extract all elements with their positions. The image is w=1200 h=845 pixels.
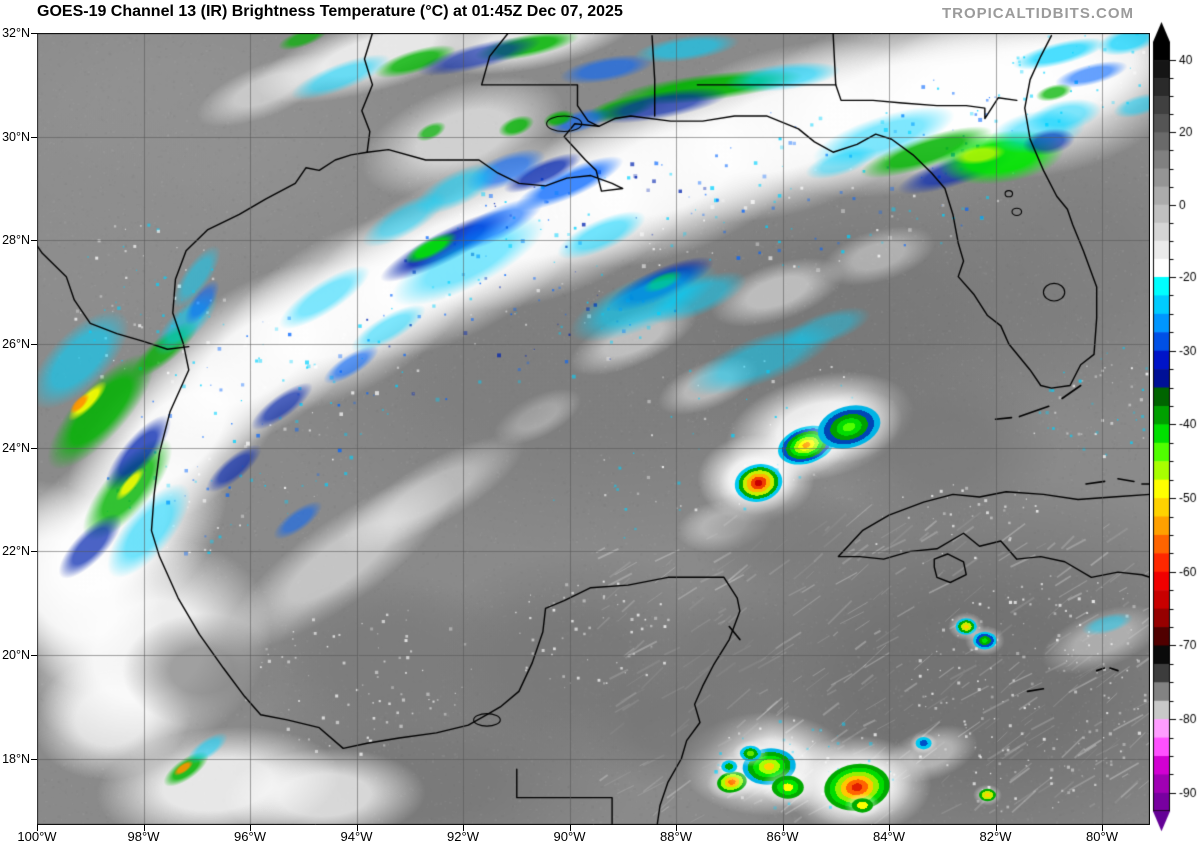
lon-tick-mark	[569, 825, 571, 831]
lon-tick-mark	[782, 825, 784, 831]
lon-tick-mark	[250, 825, 251, 831]
lon-tick-label: 96°W	[234, 829, 266, 844]
lon-tick-label: 84°W	[873, 829, 905, 844]
lat-tick-mark	[31, 758, 37, 760]
lon-tick-label: 90°W	[553, 829, 586, 844]
lat-tick-label: 32°N	[2, 26, 30, 40]
lat-tick-label: 24°N	[2, 440, 30, 455]
lon-tick-mark	[356, 825, 358, 831]
page-title: GOES-19 Channel 13 (IR) Brightness Tempe…	[37, 3, 623, 20]
lon-tick-label: 82°W	[979, 829, 1012, 844]
lon-tick-label: 86°W	[766, 829, 799, 844]
watermark-tropicaltidbits: TROPICALTIDBITS.COM	[941, 5, 1134, 22]
lat-tick-mark	[31, 655, 37, 657]
lon-tick-mark	[463, 825, 464, 831]
satellite-ir-map	[37, 33, 1150, 825]
lon-tick-mark	[995, 825, 997, 831]
lon-tick-label: 94°W	[340, 829, 373, 844]
lat-tick-mark	[31, 551, 37, 553]
lon-tick-label: 98°W	[127, 829, 160, 844]
lat-tick-mark	[31, 136, 37, 138]
lat-tick-mark	[31, 344, 37, 346]
temperature-colorbar	[1140, 20, 1200, 845]
lat-tick-mark	[31, 240, 37, 242]
lat-tick-mark	[31, 33, 37, 34]
lon-tick-mark	[143, 825, 145, 831]
lon-tick-mark	[37, 825, 38, 831]
lat-tick-label: 22°N	[2, 544, 30, 559]
lon-tick-label: 80°W	[1086, 829, 1118, 844]
lat-tick-label: 26°N	[2, 337, 30, 352]
lon-tick-label: 100°W	[17, 829, 57, 844]
lat-tick-label: 20°N	[2, 648, 30, 663]
lat-tick-label: 18°N	[2, 751, 30, 766]
lat-tick-label: 28°N	[2, 233, 30, 248]
lon-tick-mark	[889, 825, 890, 831]
lon-tick-label: 88°W	[660, 829, 692, 844]
lat-tick-label: 30°N	[2, 129, 30, 144]
lon-tick-mark	[1102, 825, 1103, 831]
lon-tick-label: 92°W	[447, 829, 479, 844]
lat-tick-mark	[31, 447, 37, 449]
lon-tick-mark	[676, 825, 677, 831]
